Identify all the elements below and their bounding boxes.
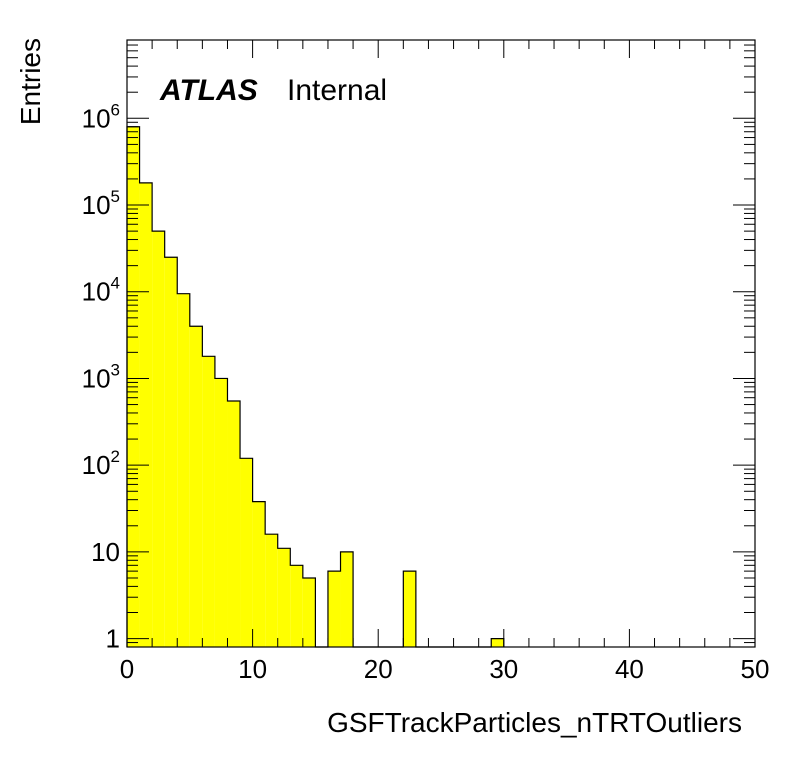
histogram-bar	[177, 293, 190, 647]
histogram-bar	[202, 356, 215, 647]
x-axis-title: GSFTrackParticles_nTRTOutliers	[327, 707, 742, 738]
x-tick-label: 10	[238, 654, 267, 684]
x-tick-label: 30	[489, 654, 518, 684]
y-tick-label: 105	[82, 187, 120, 220]
histogram-bar	[227, 400, 241, 647]
histogram-bar	[403, 571, 416, 647]
histogram-bar	[491, 638, 504, 647]
x-tick-label: 40	[615, 654, 644, 684]
histogram-bar	[139, 182, 153, 647]
histogram-bar	[152, 231, 165, 647]
x-tick-label: 0	[120, 654, 134, 684]
y-tick-label: 103	[82, 360, 120, 393]
histogram-bar	[189, 326, 203, 647]
y-tick-label: 104	[82, 274, 120, 307]
histogram-bar	[265, 534, 278, 647]
y-tick-label: 1	[106, 624, 120, 654]
labels-layer: 0 10 20 30 40 50 1 10 102 103 104 105 106	[82, 100, 770, 684]
histogram-bar	[327, 571, 341, 647]
ticks-layer	[126, 39, 756, 648]
x-tick-label: 20	[364, 654, 393, 684]
y-tick-label: 102	[82, 447, 120, 480]
atlas-label: ATLAS	[159, 74, 258, 107]
x-tick-label: 50	[741, 654, 770, 684]
y-tick-label: 10	[91, 537, 120, 567]
histogram-bar	[240, 458, 253, 647]
internal-label: Internal	[287, 74, 387, 107]
plot-frame	[126, 39, 756, 648]
y-axis-title: Entries	[15, 38, 46, 125]
histogram-bar	[302, 577, 316, 647]
histogram-bar	[252, 501, 266, 647]
histogram-bar	[290, 565, 303, 647]
bars-layer	[126, 126, 505, 648]
histogram-bar	[164, 257, 178, 647]
histogram-bar	[340, 551, 354, 647]
y-tick-label: 106	[82, 100, 120, 133]
histogram-bar	[277, 548, 291, 647]
histogram-bar	[214, 378, 228, 647]
